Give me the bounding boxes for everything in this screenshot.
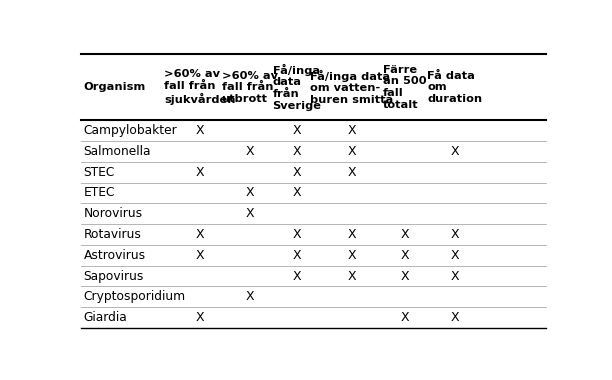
Text: >60% av
fall från
utbrott: >60% av fall från utbrott bbox=[222, 71, 278, 104]
Text: ETEC: ETEC bbox=[84, 187, 115, 200]
Text: X: X bbox=[347, 228, 356, 241]
Text: X: X bbox=[450, 311, 459, 324]
Text: X: X bbox=[195, 166, 204, 179]
Text: Salmonella: Salmonella bbox=[84, 145, 151, 158]
Text: X: X bbox=[401, 249, 409, 262]
Text: Rotavirus: Rotavirus bbox=[84, 228, 141, 241]
Text: X: X bbox=[347, 145, 356, 158]
Text: Giardia: Giardia bbox=[84, 311, 127, 324]
Text: Sapovirus: Sapovirus bbox=[84, 269, 144, 282]
Text: Norovirus: Norovirus bbox=[84, 207, 143, 220]
Text: X: X bbox=[293, 145, 301, 158]
Text: X: X bbox=[450, 145, 459, 158]
Text: X: X bbox=[347, 166, 356, 179]
Text: Astrovirus: Astrovirus bbox=[84, 249, 146, 262]
Text: X: X bbox=[245, 145, 254, 158]
Text: X: X bbox=[293, 269, 301, 282]
Text: Färre
än 500
fall
totalt: Färre än 500 fall totalt bbox=[383, 65, 427, 110]
Text: Få data
om
duration: Få data om duration bbox=[427, 71, 482, 104]
Text: X: X bbox=[450, 269, 459, 282]
Text: STEC: STEC bbox=[84, 166, 115, 179]
Text: X: X bbox=[347, 249, 356, 262]
Text: X: X bbox=[401, 311, 409, 324]
Text: X: X bbox=[347, 269, 356, 282]
Text: X: X bbox=[347, 124, 356, 137]
Text: >60% av
fall från
sjukvården: >60% av fall från sjukvården bbox=[164, 70, 236, 105]
Text: X: X bbox=[293, 166, 301, 179]
Text: X: X bbox=[245, 290, 254, 303]
Text: X: X bbox=[245, 187, 254, 200]
Text: X: X bbox=[293, 187, 301, 200]
Text: X: X bbox=[293, 249, 301, 262]
Text: Få/inga data
om vatten-
buren smitta: Få/inga data om vatten- buren smitta bbox=[310, 70, 394, 105]
Text: Organism: Organism bbox=[84, 82, 146, 92]
Text: X: X bbox=[401, 269, 409, 282]
Text: X: X bbox=[293, 228, 301, 241]
Text: X: X bbox=[245, 207, 254, 220]
Text: Campylobakter: Campylobakter bbox=[84, 124, 177, 137]
Text: X: X bbox=[450, 249, 459, 262]
Text: Få/inga
data
från
Sverige: Få/inga data från Sverige bbox=[272, 64, 321, 111]
Text: X: X bbox=[195, 124, 204, 137]
Text: X: X bbox=[195, 228, 204, 241]
Text: X: X bbox=[293, 124, 301, 137]
Text: X: X bbox=[195, 311, 204, 324]
Text: X: X bbox=[401, 228, 409, 241]
Text: X: X bbox=[450, 228, 459, 241]
Text: Cryptosporidium: Cryptosporidium bbox=[84, 290, 185, 303]
Text: X: X bbox=[195, 249, 204, 262]
